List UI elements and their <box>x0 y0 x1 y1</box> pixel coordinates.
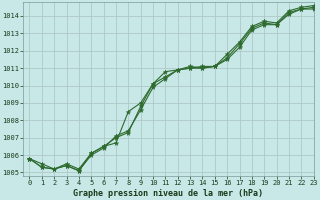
X-axis label: Graphe pression niveau de la mer (hPa): Graphe pression niveau de la mer (hPa) <box>74 189 263 198</box>
